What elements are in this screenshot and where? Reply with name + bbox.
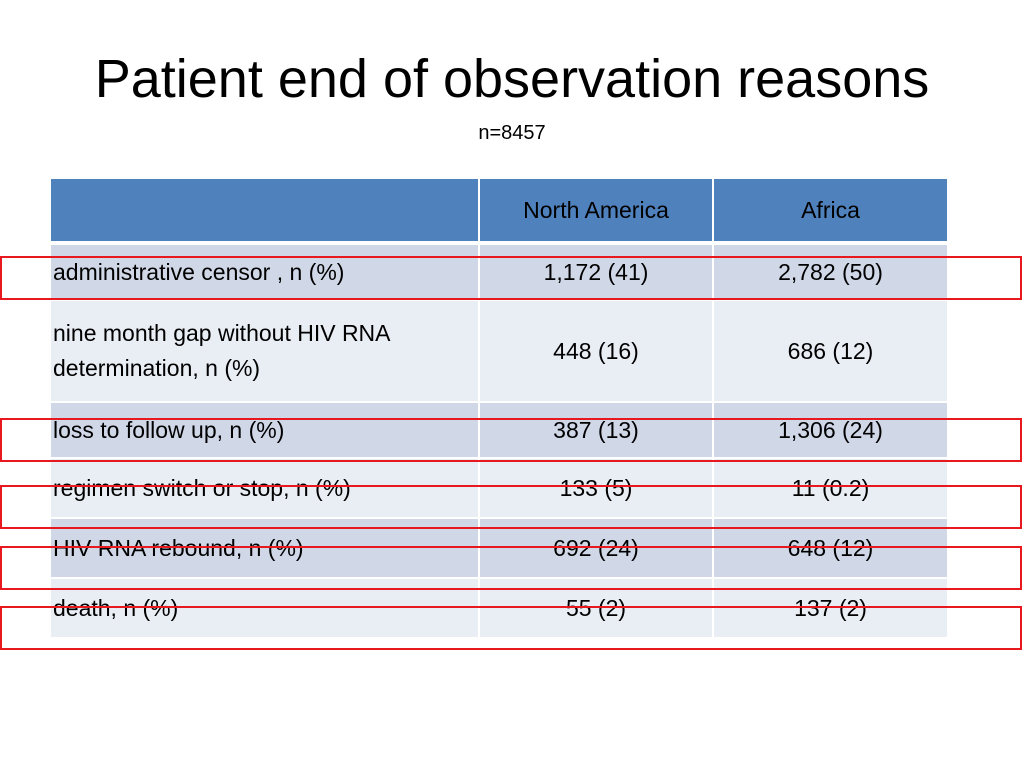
highlight-box-administrative-censor [0, 256, 1022, 300]
row-label: nine month gap without HIV RNA determina… [51, 300, 480, 403]
table-row: regimen switch or stop, n (%) 133 (5) 11… [51, 458, 947, 519]
header-empty-cell [51, 179, 480, 245]
highlight-box-hiv-rna-rebound [0, 546, 1022, 590]
africa-value: 2,782 (50) [713, 243, 947, 301]
row-label: administrative censor , n (%) [51, 243, 480, 301]
africa-value: 1,306 (24) [713, 402, 947, 459]
highlight-box-death [0, 606, 1022, 650]
africa-value: 11 (0.2) [713, 458, 947, 519]
africa-value: 686 (12) [713, 300, 947, 403]
highlight-box-regimen-switch [0, 485, 1022, 529]
row-label: regimen switch or stop, n (%) [51, 458, 480, 519]
north-america-value: 387 (13) [479, 402, 714, 459]
slide-title: Patient end of observation reasons [94, 49, 930, 109]
north-america-value: 133 (5) [479, 458, 714, 519]
slide-subtitle: n=8457 [478, 122, 546, 144]
table-row: nine month gap without HIV RNA determina… [51, 300, 947, 403]
row-label: loss to follow up, n (%) [51, 402, 480, 459]
highlight-box-loss-to-follow-up [0, 418, 1022, 462]
table-header-row: North America Africa [51, 179, 947, 245]
header-africa: Africa [713, 179, 947, 245]
north-america-value: 448 (16) [479, 300, 714, 403]
table-row: loss to follow up, n (%) 387 (13) 1,306 … [51, 402, 947, 459]
header-north-america: North America [479, 179, 714, 245]
